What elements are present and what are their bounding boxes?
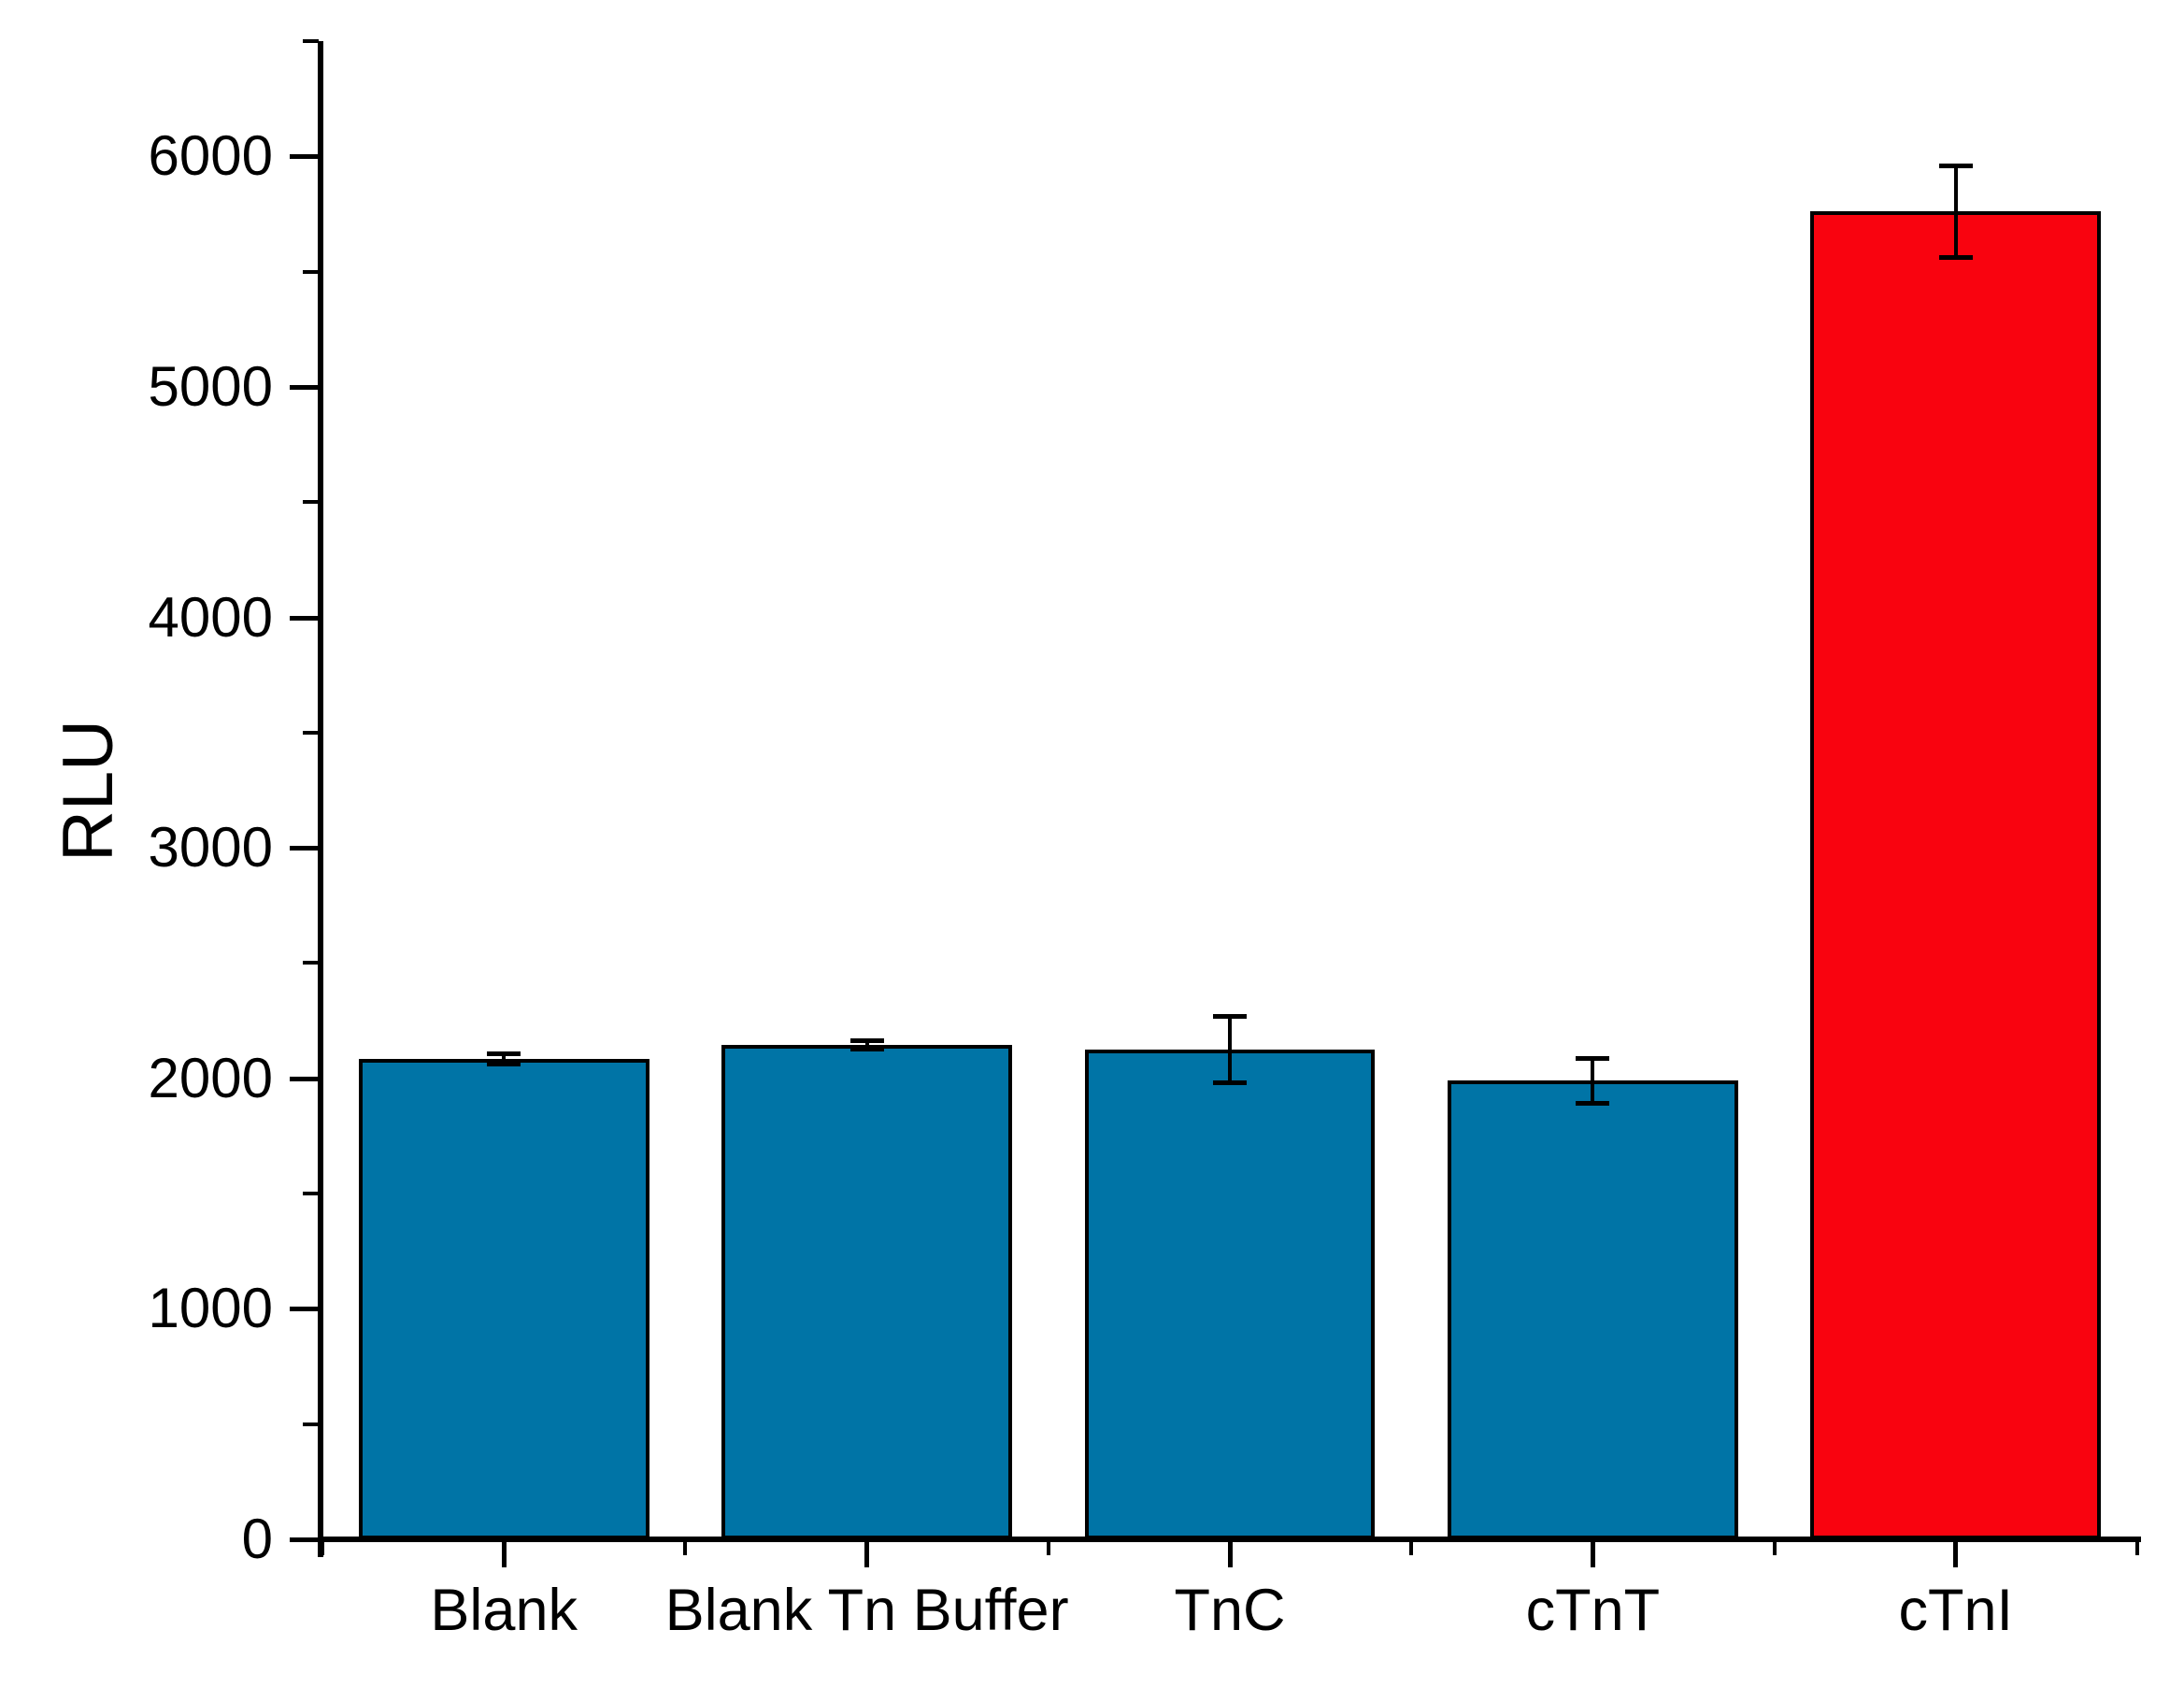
error-bar-cap-top <box>1213 1014 1247 1020</box>
y-major-tick <box>290 1076 319 1081</box>
y-minor-tick <box>303 500 319 505</box>
y-major-tick <box>290 1307 319 1312</box>
x-minor-tick <box>683 1542 688 1555</box>
y-tick-label: 1000 <box>148 1277 273 1340</box>
x-category-label: cTnT <box>1525 1578 1661 1643</box>
y-axis-line <box>318 41 323 1557</box>
error-bar-line <box>1953 165 1958 258</box>
error-bar-line <box>1228 1016 1232 1083</box>
x-category-label: cTnI <box>1898 1578 2014 1643</box>
y-minor-tick <box>303 730 319 735</box>
error-bar-cap-bottom <box>1576 1100 1610 1106</box>
y-tick-label: 3000 <box>148 816 273 879</box>
bar-blank-tn-buffer <box>721 1045 1012 1539</box>
error-bar-line <box>864 1040 869 1050</box>
y-major-tick <box>290 615 319 621</box>
y-tick-label: 5000 <box>148 354 273 418</box>
x-major-tick <box>501 1542 507 1567</box>
bar-ctnt <box>1448 1080 1738 1539</box>
error-bar-cap-top <box>487 1051 521 1056</box>
bar-ctni <box>1810 211 2102 1539</box>
y-minor-tick <box>303 39 319 43</box>
x-axis-line <box>318 1537 2141 1542</box>
y-minor-tick <box>303 1422 319 1426</box>
y-minor-tick <box>303 1192 319 1196</box>
y-tick-label: 0 <box>241 1508 273 1570</box>
bar-tnc <box>1084 1049 1376 1539</box>
y-major-tick <box>290 1537 319 1542</box>
y-major-tick <box>290 154 319 160</box>
x-major-tick <box>864 1542 870 1567</box>
x-major-tick <box>1227 1542 1233 1567</box>
error-bar-cap-bottom <box>487 1061 521 1066</box>
x-minor-tick <box>2135 1542 2139 1555</box>
error-bar-line <box>502 1052 507 1065</box>
error-bar-cap-top <box>1576 1055 1610 1061</box>
y-tick-label: 6000 <box>148 124 273 188</box>
error-bar-cap-top <box>849 1038 884 1044</box>
bar-blank <box>358 1058 649 1539</box>
x-major-tick <box>1953 1542 1959 1567</box>
error-bar-line <box>1591 1057 1595 1104</box>
x-category-label: Blank Tn Buffer <box>664 1578 1069 1643</box>
error-bar-cap-bottom <box>1213 1079 1247 1085</box>
y-tick-label: 4000 <box>148 585 273 649</box>
x-minor-tick <box>1046 1542 1050 1555</box>
x-category-label: TnC <box>1174 1578 1286 1643</box>
y-major-tick <box>290 846 319 851</box>
y-minor-tick <box>303 269 319 274</box>
y-tick-label: 2000 <box>148 1046 273 1109</box>
x-minor-tick <box>1772 1542 1777 1555</box>
x-minor-tick <box>1409 1542 1414 1555</box>
x-major-tick <box>1590 1542 1595 1567</box>
error-bar-cap-bottom <box>849 1046 884 1051</box>
error-bar-cap-bottom <box>1938 254 1973 260</box>
x-category-label: Blank <box>430 1578 578 1643</box>
error-bar-cap-top <box>1938 164 1973 169</box>
y-major-tick <box>290 384 319 390</box>
y-minor-tick <box>303 961 319 965</box>
x-minor-tick <box>321 1542 324 1555</box>
